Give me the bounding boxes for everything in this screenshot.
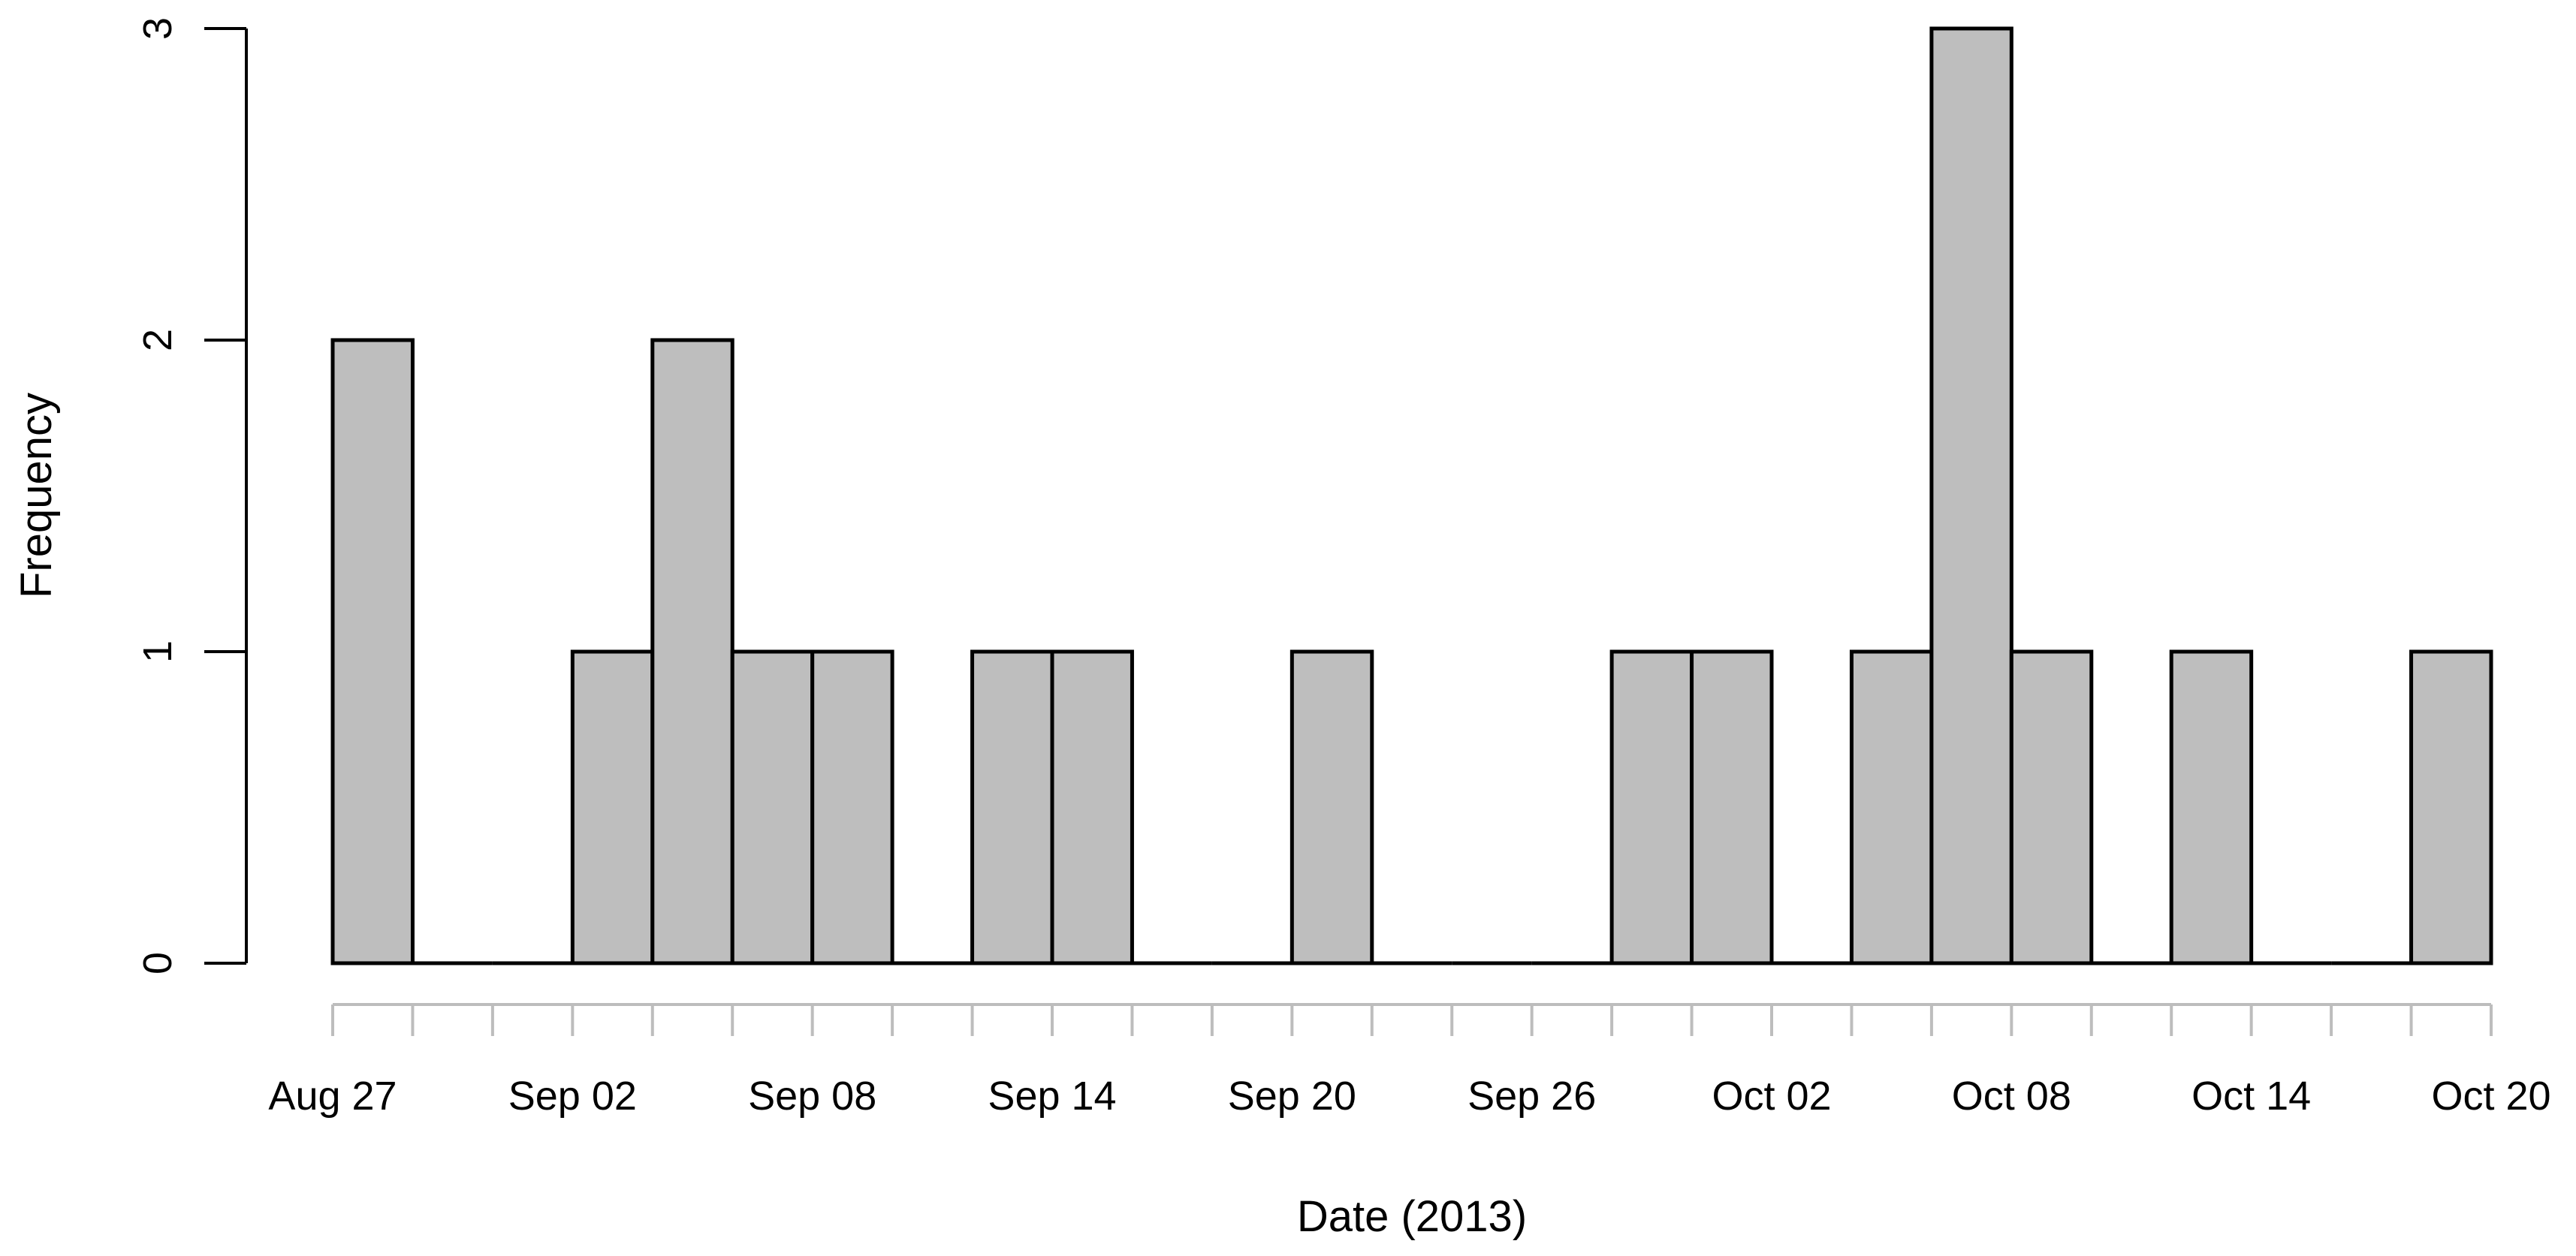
y-tick-label: 3: [135, 17, 180, 40]
histogram-bar: [1849, 649, 1934, 965]
histogram-bar: [650, 338, 734, 965]
y-tick-label: 1: [135, 640, 180, 663]
histogram-bar: [2009, 649, 2094, 965]
histogram-bar: [1690, 649, 1774, 965]
histogram-bars: [330, 26, 2493, 965]
histogram-bar: [330, 338, 415, 965]
x-tick-label: Sep 20: [1228, 1074, 1356, 1119]
histogram-bar: [1290, 649, 1374, 965]
histogram-bar: [570, 649, 655, 965]
x-tick-label: Sep 26: [1467, 1074, 1596, 1119]
x-axis: Aug 27 Sep 02 Sep 08 Sep 14 Sep 20 Sep 26 Oct …: [268, 1003, 2551, 1119]
histogram-bar: [2169, 649, 2254, 965]
histogram-bar: [1609, 649, 1694, 965]
histogram-bar: [2409, 649, 2493, 965]
x-tick-label: Sep 14: [988, 1074, 1116, 1119]
histogram-bar: [1929, 26, 2013, 965]
x-tick-label: Sep 08: [748, 1074, 876, 1119]
histogram-bar: [1050, 649, 1134, 965]
y-axis: 0 1 2 3: [135, 17, 248, 974]
x-axis-title: Date (2013): [1297, 1192, 1527, 1241]
x-tick-label: Oct 20: [2431, 1074, 2550, 1119]
histogram-bar: [730, 649, 815, 965]
x-tick-label: Oct 14: [2191, 1074, 2311, 1119]
x-tick-label: Aug 27: [268, 1074, 397, 1119]
histogram-bar: [970, 649, 1054, 965]
y-axis-title: Frequency: [12, 393, 61, 598]
x-tick-label: Oct 02: [1712, 1074, 1831, 1119]
y-tick-label: 0: [135, 952, 180, 974]
x-tick-label: Oct 08: [1952, 1074, 2071, 1119]
histogram-bar: [810, 649, 894, 965]
y-tick-label: 2: [135, 329, 180, 351]
x-tick-label: Sep 02: [508, 1074, 637, 1119]
